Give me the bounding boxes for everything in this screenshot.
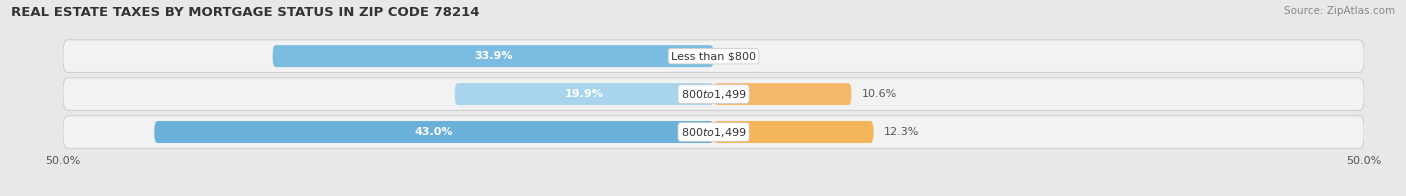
FancyBboxPatch shape: [273, 45, 713, 67]
Text: 43.0%: 43.0%: [415, 127, 453, 137]
Text: 10.6%: 10.6%: [862, 89, 897, 99]
FancyBboxPatch shape: [155, 121, 713, 143]
Text: Less than $800: Less than $800: [671, 51, 756, 61]
Text: 12.3%: 12.3%: [884, 127, 920, 137]
FancyBboxPatch shape: [454, 83, 713, 105]
FancyBboxPatch shape: [63, 78, 1364, 110]
Text: 19.9%: 19.9%: [565, 89, 603, 99]
FancyBboxPatch shape: [63, 116, 1364, 148]
Text: 33.9%: 33.9%: [474, 51, 512, 61]
Text: REAL ESTATE TAXES BY MORTGAGE STATUS IN ZIP CODE 78214: REAL ESTATE TAXES BY MORTGAGE STATUS IN …: [11, 6, 479, 19]
FancyBboxPatch shape: [713, 83, 852, 105]
Text: 0.0%: 0.0%: [727, 51, 755, 61]
FancyBboxPatch shape: [63, 40, 1364, 73]
Text: Source: ZipAtlas.com: Source: ZipAtlas.com: [1284, 6, 1395, 16]
Text: $800 to $1,499: $800 to $1,499: [681, 125, 747, 139]
Text: $800 to $1,499: $800 to $1,499: [681, 88, 747, 101]
FancyBboxPatch shape: [713, 121, 873, 143]
